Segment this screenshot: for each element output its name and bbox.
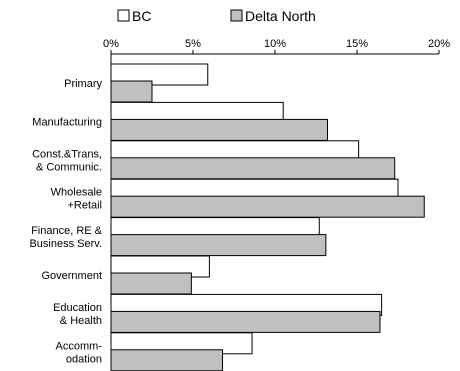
bar-delta-north (110, 80, 153, 103)
x-tick-label: 20% (428, 38, 450, 50)
category-label: Const.&Trans, (32, 148, 102, 160)
legend-swatch-delta-north (230, 9, 243, 22)
category-labels: Primary Manufacturing Const.&Trans,& Commu… (29, 78, 102, 365)
legend-label-bc: BC (132, 8, 151, 24)
x-tick-label: 0% (103, 38, 119, 50)
x-tick-label: 10% (264, 38, 286, 50)
category-label: Primary (64, 78, 102, 90)
bar-delta-north (110, 234, 327, 257)
x-tick-label: 15% (346, 38, 368, 50)
category-label: odation (66, 353, 102, 365)
bars (110, 63, 425, 371)
category-label: Business Serv. (29, 238, 102, 250)
legend-swatch-bc (117, 9, 130, 22)
category-label: Education (53, 302, 102, 314)
category-label: Accomm- (56, 340, 103, 352)
legend-label-delta-north: Delta North (245, 8, 316, 24)
category-label: & Communic. (36, 161, 102, 173)
bar-delta-north (110, 310, 381, 333)
category-label: Finance, RE & (31, 225, 103, 237)
category-label: Government (41, 270, 102, 282)
category-label: Wholesale (51, 187, 102, 199)
bar-delta-north (110, 157, 396, 180)
category-label: +Retail (67, 200, 102, 212)
x-tick-label: 5% (185, 38, 201, 50)
category-label: & Health (60, 315, 102, 327)
legend: BC Delta North (117, 8, 316, 24)
bar-delta-north (110, 272, 192, 295)
bar-delta-north (110, 118, 328, 141)
bar-delta-north (110, 349, 224, 371)
bar-delta-north (110, 195, 425, 218)
x-axis-ticks: 0% 5% 10% 15% 20% (103, 38, 450, 54)
category-label: Manufacturing (32, 116, 102, 128)
